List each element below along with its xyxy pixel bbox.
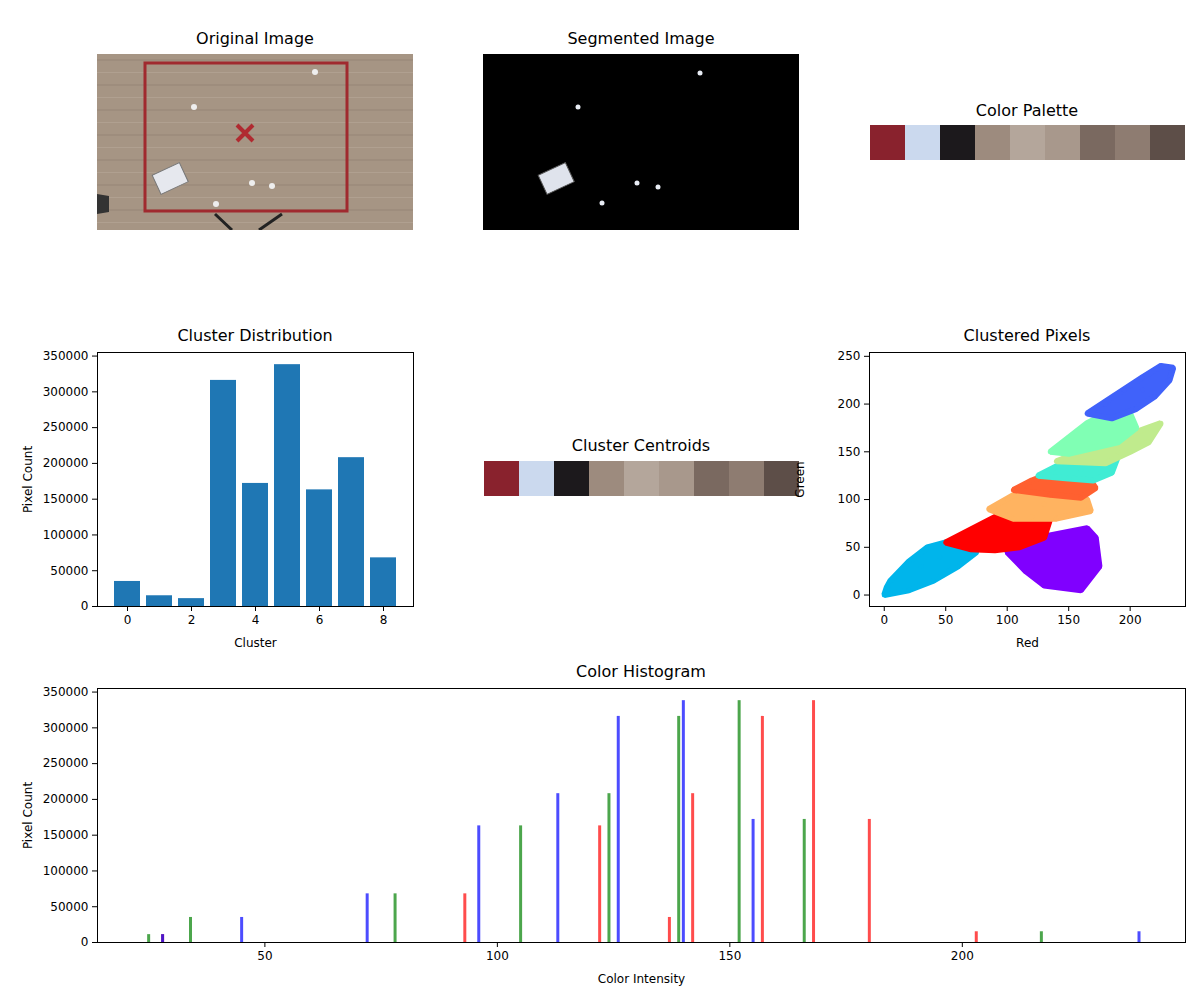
svg-text:300000: 300000 xyxy=(43,721,89,735)
svg-text:50000: 50000 xyxy=(50,564,88,578)
html-text:Color Histogram: Color Histogram xyxy=(576,662,706,681)
svg-text:150000: 150000 xyxy=(43,492,89,506)
html-text:Cluster Centroids: Cluster Centroids xyxy=(571,436,711,455)
svg-text:50: 50 xyxy=(938,613,953,627)
svg-text:350000: 350000 xyxy=(43,349,89,363)
svg-text:250000: 250000 xyxy=(43,756,89,770)
svg-text:150: 150 xyxy=(1057,613,1080,627)
svg-text:350000: 350000 xyxy=(43,685,89,699)
svg-text:Cluster: Cluster xyxy=(234,636,277,650)
svg-text:150000: 150000 xyxy=(43,828,89,842)
svg-text:250: 250 xyxy=(838,349,861,363)
svg-text:150: 150 xyxy=(838,445,861,459)
svg-text:50: 50 xyxy=(257,949,272,963)
svg-text:200: 200 xyxy=(838,397,861,411)
svg-text:Pixel Count: Pixel Count xyxy=(21,446,35,514)
svg-text:150: 150 xyxy=(718,949,741,963)
svg-text:6: 6 xyxy=(316,613,324,627)
svg-text:0: 0 xyxy=(81,935,89,949)
svg-text:0: 0 xyxy=(853,588,861,602)
svg-text:Color Intensity: Color Intensity xyxy=(598,972,685,986)
svg-text:0: 0 xyxy=(124,613,132,627)
svg-text:Red: Red xyxy=(1016,636,1039,650)
svg-text:4: 4 xyxy=(252,613,260,627)
svg-text:100000: 100000 xyxy=(43,528,89,542)
html-text:Cluster Distribution: Cluster Distribution xyxy=(177,326,333,345)
svg-text:200000: 200000 xyxy=(43,792,89,806)
svg-text:0: 0 xyxy=(880,613,888,627)
svg-text:100: 100 xyxy=(996,613,1019,627)
html-text:Color Palette: Color Palette xyxy=(975,101,1079,120)
svg-text:200: 200 xyxy=(1119,613,1142,627)
html-text:Segmented Image: Segmented Image xyxy=(567,29,715,48)
svg-text:2: 2 xyxy=(188,613,196,627)
svg-text:100000: 100000 xyxy=(43,864,89,878)
svg-text:100: 100 xyxy=(838,492,861,506)
svg-text:50000: 50000 xyxy=(50,900,88,914)
svg-text:Pixel Count: Pixel Count xyxy=(21,782,35,850)
svg-text:0: 0 xyxy=(81,599,89,613)
svg-text:Green: Green xyxy=(793,461,807,497)
svg-text:300000: 300000 xyxy=(43,385,89,399)
html-text:Clustered Pixels: Clustered Pixels xyxy=(963,326,1091,345)
svg-text:250000: 250000 xyxy=(43,420,89,434)
svg-text:100: 100 xyxy=(486,949,509,963)
svg-text:8: 8 xyxy=(380,613,388,627)
svg-text:50: 50 xyxy=(845,540,860,554)
html-text:Original Image: Original Image xyxy=(196,29,314,48)
svg-text:200000: 200000 xyxy=(43,456,89,470)
svg-text:200: 200 xyxy=(951,949,974,963)
